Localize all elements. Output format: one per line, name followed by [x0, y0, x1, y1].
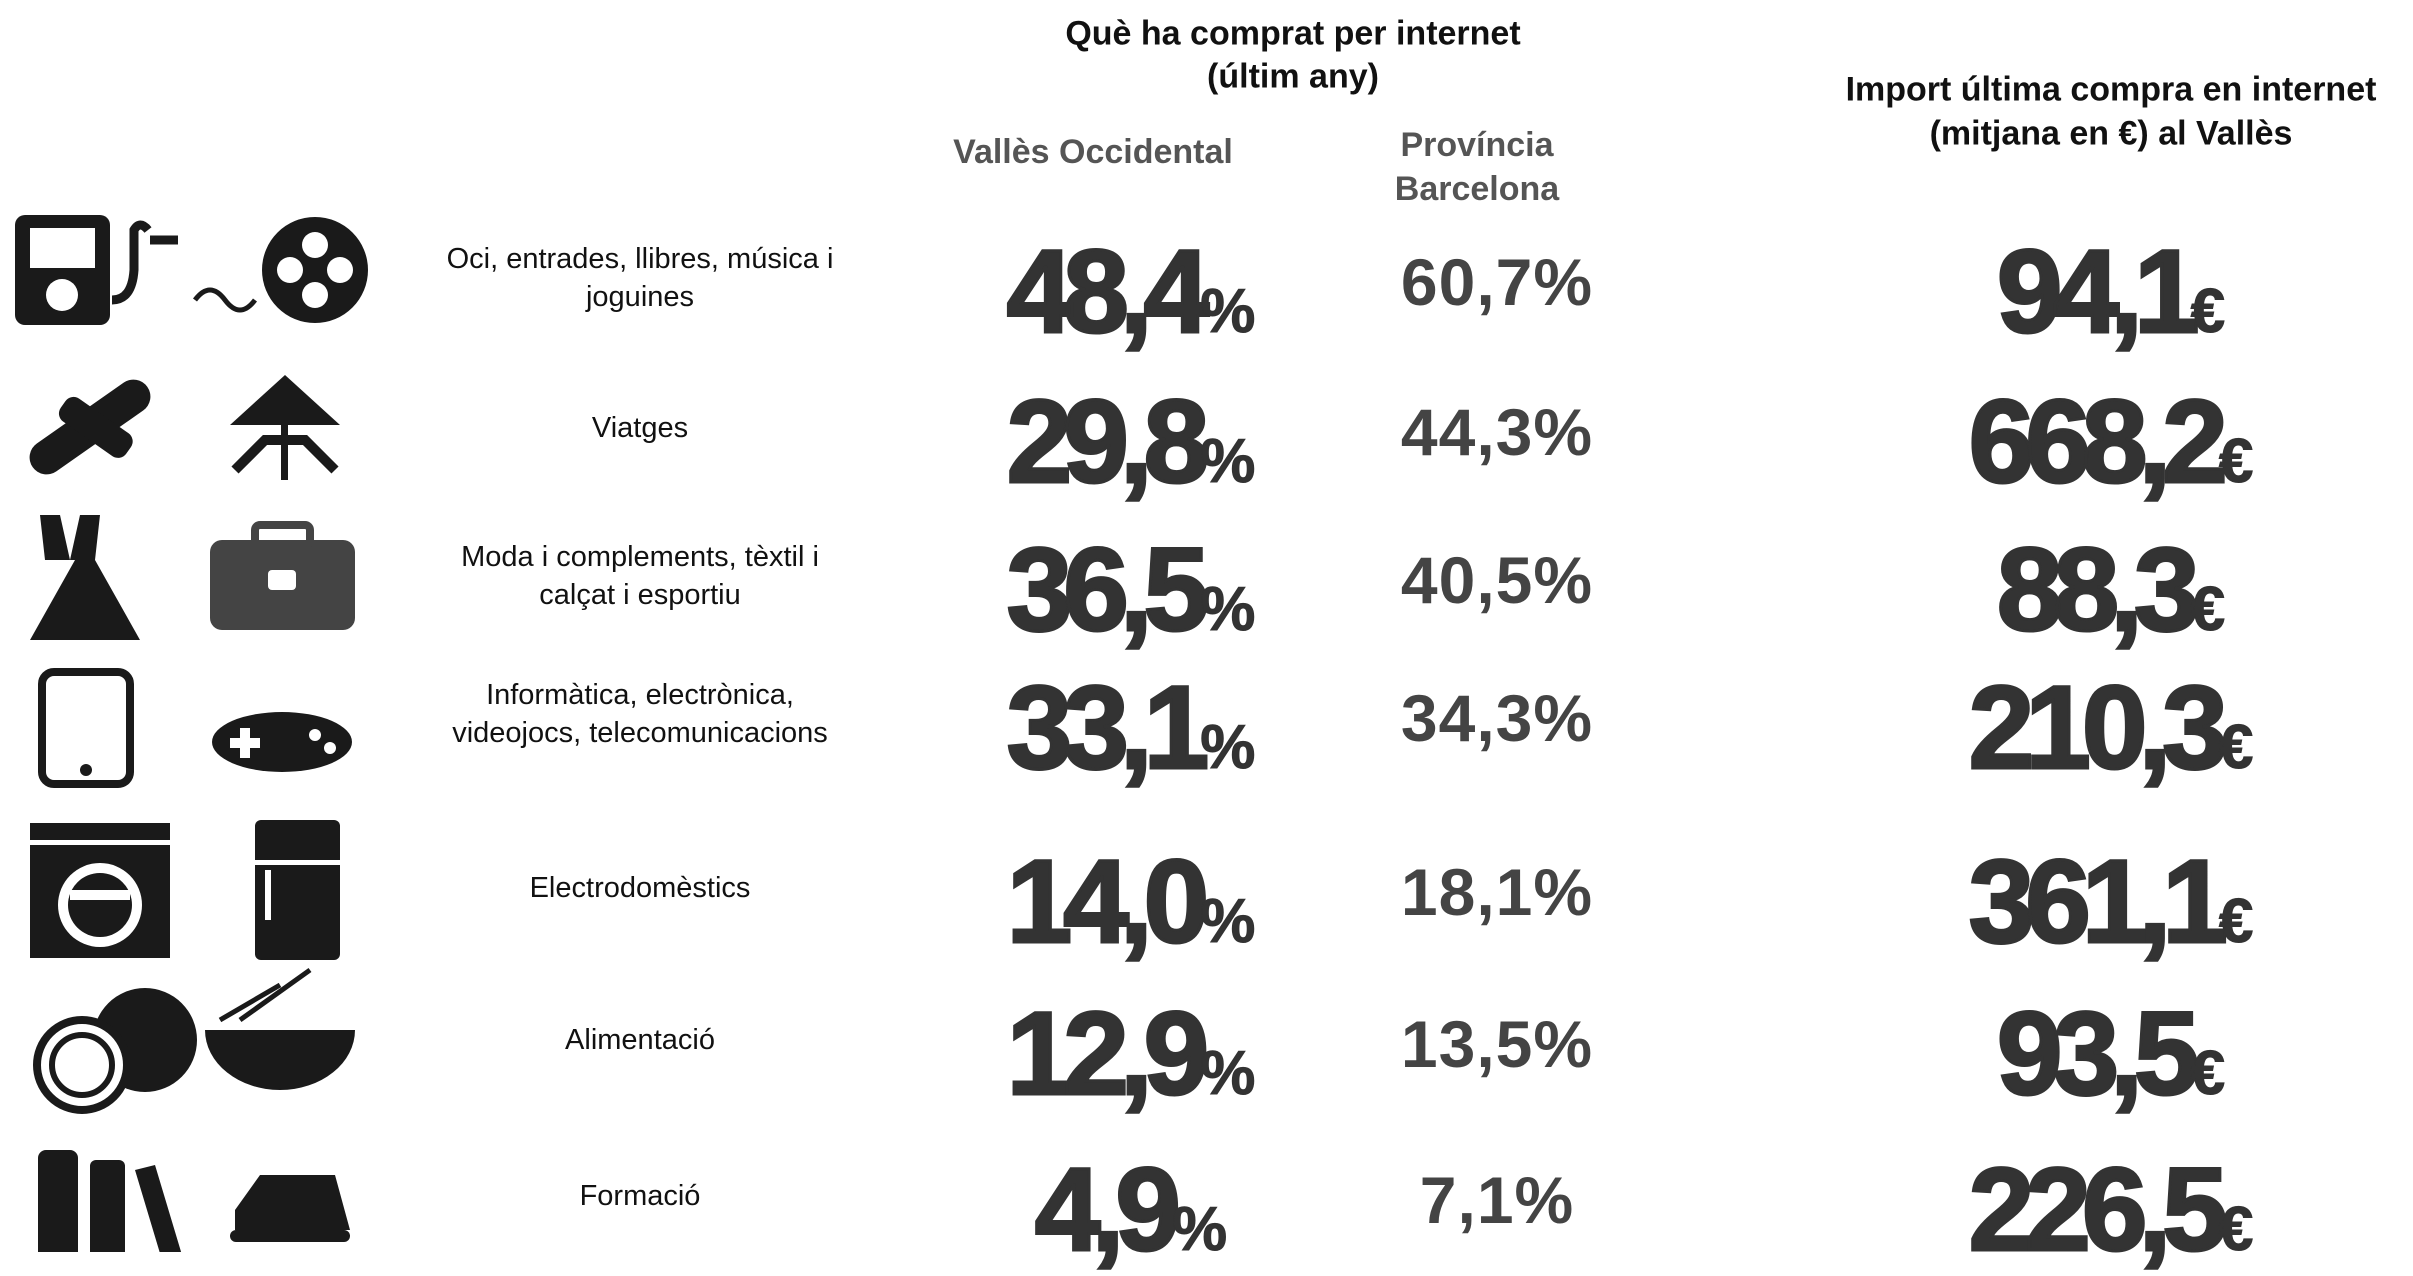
provincia-value: 7,1% [1419, 1163, 1575, 1237]
valles-value: 36,5% [1005, 530, 1256, 651]
valles-value: 29,8% [1005, 382, 1256, 503]
unit: % [1200, 277, 1256, 346]
label-line: videojocs, telecomunicacions [452, 717, 828, 749]
import-value: 94,1€ [1995, 232, 2226, 353]
label-line: joguines [585, 281, 695, 313]
icon-education [38, 1150, 350, 1252]
number: 33,1 [1005, 662, 1211, 794]
col-header: (mitjana en €) al Vallès [1929, 114, 2293, 153]
unit: € [2190, 575, 2226, 644]
number: 93,5 [1995, 988, 2201, 1120]
icon-travel [29, 375, 340, 480]
unit: € [2190, 1039, 2226, 1108]
unit: % [1200, 713, 1256, 782]
unit: € [2218, 887, 2254, 956]
col-header: Import última compra en internet [1845, 70, 2377, 109]
import-value: 361,1€ [1967, 842, 2254, 963]
unit: % [1200, 575, 1256, 644]
unit: € [2218, 713, 2254, 782]
valles-value: 33,1% [1005, 668, 1256, 789]
label-line: Oci, entrades, llibres, música i [446, 243, 834, 275]
row-label: Formació [580, 1177, 701, 1215]
number: 361,1 [1967, 836, 2229, 968]
row-label: Informàtica, electrònica, videojocs, tele… [452, 676, 828, 752]
label-line: Formació [579, 1180, 701, 1212]
label-line: calçat i esportiu [539, 579, 741, 611]
row-label: Alimentació [565, 1021, 715, 1059]
number: 210,3 [1967, 662, 2229, 794]
icon-appliances [30, 820, 340, 960]
icon-music [15, 215, 368, 325]
col-header: Província [1400, 126, 1554, 164]
number: 36,5 [1005, 524, 1211, 656]
unit: € [2190, 277, 2226, 346]
icon-food [33, 967, 355, 1114]
title: Què ha comprat per internet [1065, 14, 1521, 53]
col-header: Vallès Occidental [953, 133, 1233, 171]
subtitle: (últim any) [1207, 57, 1379, 96]
provincia-value: 34,3% [1400, 681, 1594, 755]
icon-fashion [30, 515, 355, 640]
import-value: 88,3€ [1995, 530, 2226, 651]
provincia-value: 18,1% [1400, 855, 1594, 929]
number: 668,2 [1967, 376, 2229, 508]
import-value: 226,5€ [1967, 1150, 2254, 1271]
row-label: Electrodomèstics [530, 869, 751, 907]
unit: € [2218, 427, 2254, 496]
import-value: 93,5€ [1995, 994, 2226, 1115]
row-label: Oci, entrades, llibres, música i joguines [447, 240, 834, 316]
import-value: 668,2€ [1967, 382, 2254, 503]
col-header: Barcelona [1394, 170, 1560, 208]
valles-value: 12,9% [1005, 994, 1256, 1115]
number: 12,9 [1005, 988, 1211, 1120]
provincia-value: 13,5% [1400, 1007, 1594, 1081]
row-label: Moda i complements, tèxtil i calçat i esp… [461, 538, 819, 614]
number: 226,5 [1967, 1144, 2229, 1276]
valles-value: 14,0% [1005, 842, 1256, 963]
unit: % [1200, 427, 1256, 496]
label-line: Moda i complements, tèxtil i [461, 541, 819, 573]
unit: % [1171, 1195, 1228, 1264]
number: 48,4 [1005, 226, 1211, 358]
label-line: Electrodomèstics [529, 872, 751, 904]
provincia-value: 60,7% [1400, 245, 1594, 319]
provincia-value: 44,3% [1400, 395, 1594, 469]
provincia-value: 40,5% [1400, 543, 1594, 617]
import-value: 210,3€ [1967, 668, 2254, 789]
label-line: Informàtica, electrònica, [486, 679, 794, 711]
number: 94,1 [1995, 226, 2201, 358]
label-line: Viatges [591, 412, 689, 444]
unit: % [1200, 887, 1256, 956]
label-line: Alimentació [565, 1024, 715, 1056]
valles-value: 4,9% [1033, 1150, 1228, 1271]
valles-value: 48,4% [1005, 232, 1256, 353]
icons [15, 215, 368, 1252]
unit: € [2218, 1195, 2254, 1264]
row-label: Viatges [592, 409, 688, 447]
icon-tech [38, 668, 352, 788]
unit: % [1200, 1039, 1256, 1108]
number: 4,9 [1033, 1144, 1182, 1276]
number: 88,3 [1995, 524, 2201, 656]
number: 14,0 [1005, 836, 1211, 968]
number: 29,8 [1005, 376, 1211, 508]
